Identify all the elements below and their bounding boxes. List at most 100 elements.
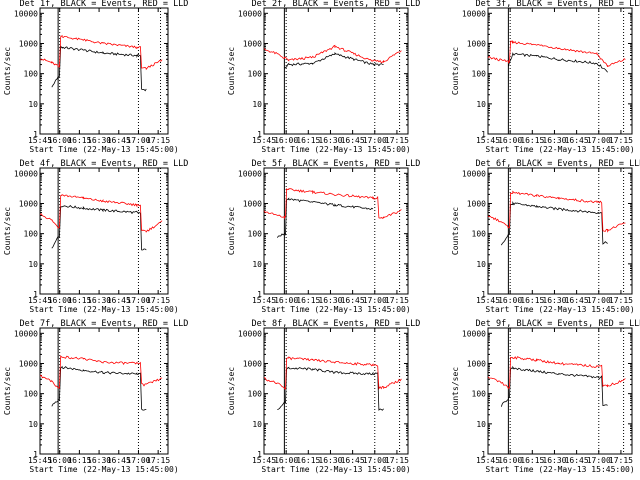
x-axis-label: Start Time (22-May-13 15:45:00)	[261, 305, 410, 314]
x-tick-label: 16:45	[565, 296, 589, 305]
x-tick-label: 16:00	[498, 456, 522, 465]
y-tick-label: 1	[481, 450, 486, 459]
x-tick-label: 16:15	[67, 296, 91, 305]
y-tick-label: 10	[476, 100, 486, 109]
x-tick-label: 16:15	[296, 296, 320, 305]
x-tick-label: 16:45	[565, 136, 589, 145]
x-tick-label: 16:00	[48, 136, 72, 145]
chart-title: Det 6f, BLACK = Events, RED = LLD	[476, 159, 640, 169]
y-tick-label: 100	[24, 230, 39, 239]
panel-det-7: Det 7f, BLACK = Events, RED = LLD 1 10 100 1…	[3, 319, 188, 474]
x-axis-label: Start Time (22-May-13 15:45:00)	[485, 465, 634, 474]
events-series-line	[51, 45, 147, 92]
x-axis-label: Start Time (22-May-13 15:45:00)	[29, 305, 178, 314]
y-tick-label: 1000	[467, 199, 486, 208]
events-series-line	[500, 365, 608, 407]
y-tick-label: 1000	[243, 199, 262, 208]
x-tick-label: 16:30	[318, 296, 342, 305]
x-axis-label: Start Time (22-May-13 15:45:00)	[29, 465, 178, 474]
x-tick-label: 16:45	[341, 456, 365, 465]
y-axis-label: Counts/sec	[3, 207, 12, 255]
y-tick-label: 10000	[238, 9, 262, 18]
panel-det-6: Det 6f, BLACK = Events, RED = LLD 1 10 100 1…	[451, 159, 640, 314]
x-tick-label: 16:45	[107, 136, 131, 145]
chart-title: Det 7f, BLACK = Events, RED = LLD	[20, 319, 189, 329]
x-tick-label: 17:00	[587, 456, 611, 465]
x-tick-label: 16:30	[87, 456, 111, 465]
panel-det-1: Det 1f, BLACK = Events, RED = LLD 1 10 100 1…	[3, 0, 188, 154]
x-tick-label: 16:00	[274, 296, 298, 305]
x-tick-label: 16:45	[107, 296, 131, 305]
y-tick-label: 10	[252, 100, 262, 109]
chart-title: Det 9f, BLACK = Events, RED = LLD	[476, 319, 640, 329]
x-tick-label: 17:00	[363, 136, 387, 145]
y-tick-label: 10000	[462, 169, 486, 178]
events-series-line	[508, 52, 608, 73]
x-tick-label: 16:00	[48, 456, 72, 465]
y-tick-label: 1	[257, 290, 262, 299]
chart-title: Det 8f, BLACK = Events, RED = LLD	[252, 319, 421, 329]
y-tick-label: 1000	[243, 359, 262, 368]
x-tick-label: 15:45	[28, 296, 52, 305]
x-tick-label: 16:00	[274, 136, 298, 145]
lld-series-line	[487, 190, 626, 233]
plot-frame	[39, 327, 169, 455]
panel-det-3: Det 3f, BLACK = Events, RED = LLD 1 10 100 1…	[451, 0, 640, 154]
x-tick-label: 16:15	[520, 136, 544, 145]
panel-det-4: Det 4f, BLACK = Events, RED = LLD 1 10 100 1…	[3, 159, 188, 314]
lld-series-line	[487, 356, 626, 390]
y-tick-label: 1000	[19, 199, 38, 208]
x-tick-label: 16:30	[318, 136, 342, 145]
x-tick-label: 17:00	[587, 136, 611, 145]
plot-frame	[487, 327, 633, 455]
y-tick-label: 100	[248, 230, 263, 239]
y-axis-label: Counts/sec	[3, 47, 12, 95]
plot-frame	[39, 7, 169, 135]
events-series-line	[277, 366, 384, 411]
x-tick-label: 16:30	[87, 296, 111, 305]
plot-frame	[263, 167, 409, 295]
y-tick-label: 10	[28, 100, 38, 109]
y-axis-label: Counts/sec	[3, 367, 12, 415]
y-tick-label: 1000	[243, 39, 262, 48]
panel-det-9: Det 9f, BLACK = Events, RED = LLD 1 10 100 1…	[451, 319, 640, 474]
x-tick-label: 16:00	[48, 296, 72, 305]
y-tick-label: 100	[24, 390, 39, 399]
y-tick-label: 1000	[467, 359, 486, 368]
lld-series-line	[263, 44, 402, 64]
plot-frame	[487, 167, 633, 295]
panel-det-8: Det 8f, BLACK = Events, RED = LLD 1 10 100 1…	[227, 319, 420, 474]
x-tick-label: 17:15	[146, 456, 170, 465]
y-tick-label: 10000	[14, 169, 38, 178]
x-tick-label: 17:15	[146, 296, 170, 305]
x-tick-label: 16:15	[520, 296, 544, 305]
y-tick-label: 100	[472, 230, 487, 239]
x-tick-label: 17:00	[126, 296, 150, 305]
y-tick-label: 1000	[19, 39, 38, 48]
y-tick-label: 10	[476, 260, 486, 269]
x-tick-label: 17:00	[587, 296, 611, 305]
x-tick-label: 16:45	[341, 136, 365, 145]
y-tick-label: 10	[28, 260, 38, 269]
y-tick-label: 100	[248, 390, 263, 399]
y-tick-label: 100	[248, 70, 263, 79]
x-tick-label: 16:30	[87, 136, 111, 145]
x-tick-label: 16:30	[542, 136, 566, 145]
y-axis-label: Counts/sec	[227, 47, 236, 95]
x-tick-label: 16:15	[67, 136, 91, 145]
x-tick-label: 15:45	[28, 456, 52, 465]
x-axis-label: Start Time (22-May-13 15:45:00)	[261, 465, 410, 474]
x-tick-label: 16:15	[67, 456, 91, 465]
events-series-line	[276, 197, 374, 238]
y-tick-label: 10000	[14, 329, 38, 338]
chart-title: Det 4f, BLACK = Events, RED = LLD	[20, 159, 189, 169]
plot-frame	[263, 7, 409, 135]
x-tick-label: 15:45	[476, 296, 500, 305]
x-tick-label: 17:00	[126, 456, 150, 465]
y-tick-label: 10000	[238, 169, 262, 178]
x-tick-label: 17:00	[363, 456, 387, 465]
y-tick-label: 1	[33, 450, 38, 459]
x-tick-label: 16:15	[296, 456, 320, 465]
x-tick-label: 16:00	[498, 136, 522, 145]
